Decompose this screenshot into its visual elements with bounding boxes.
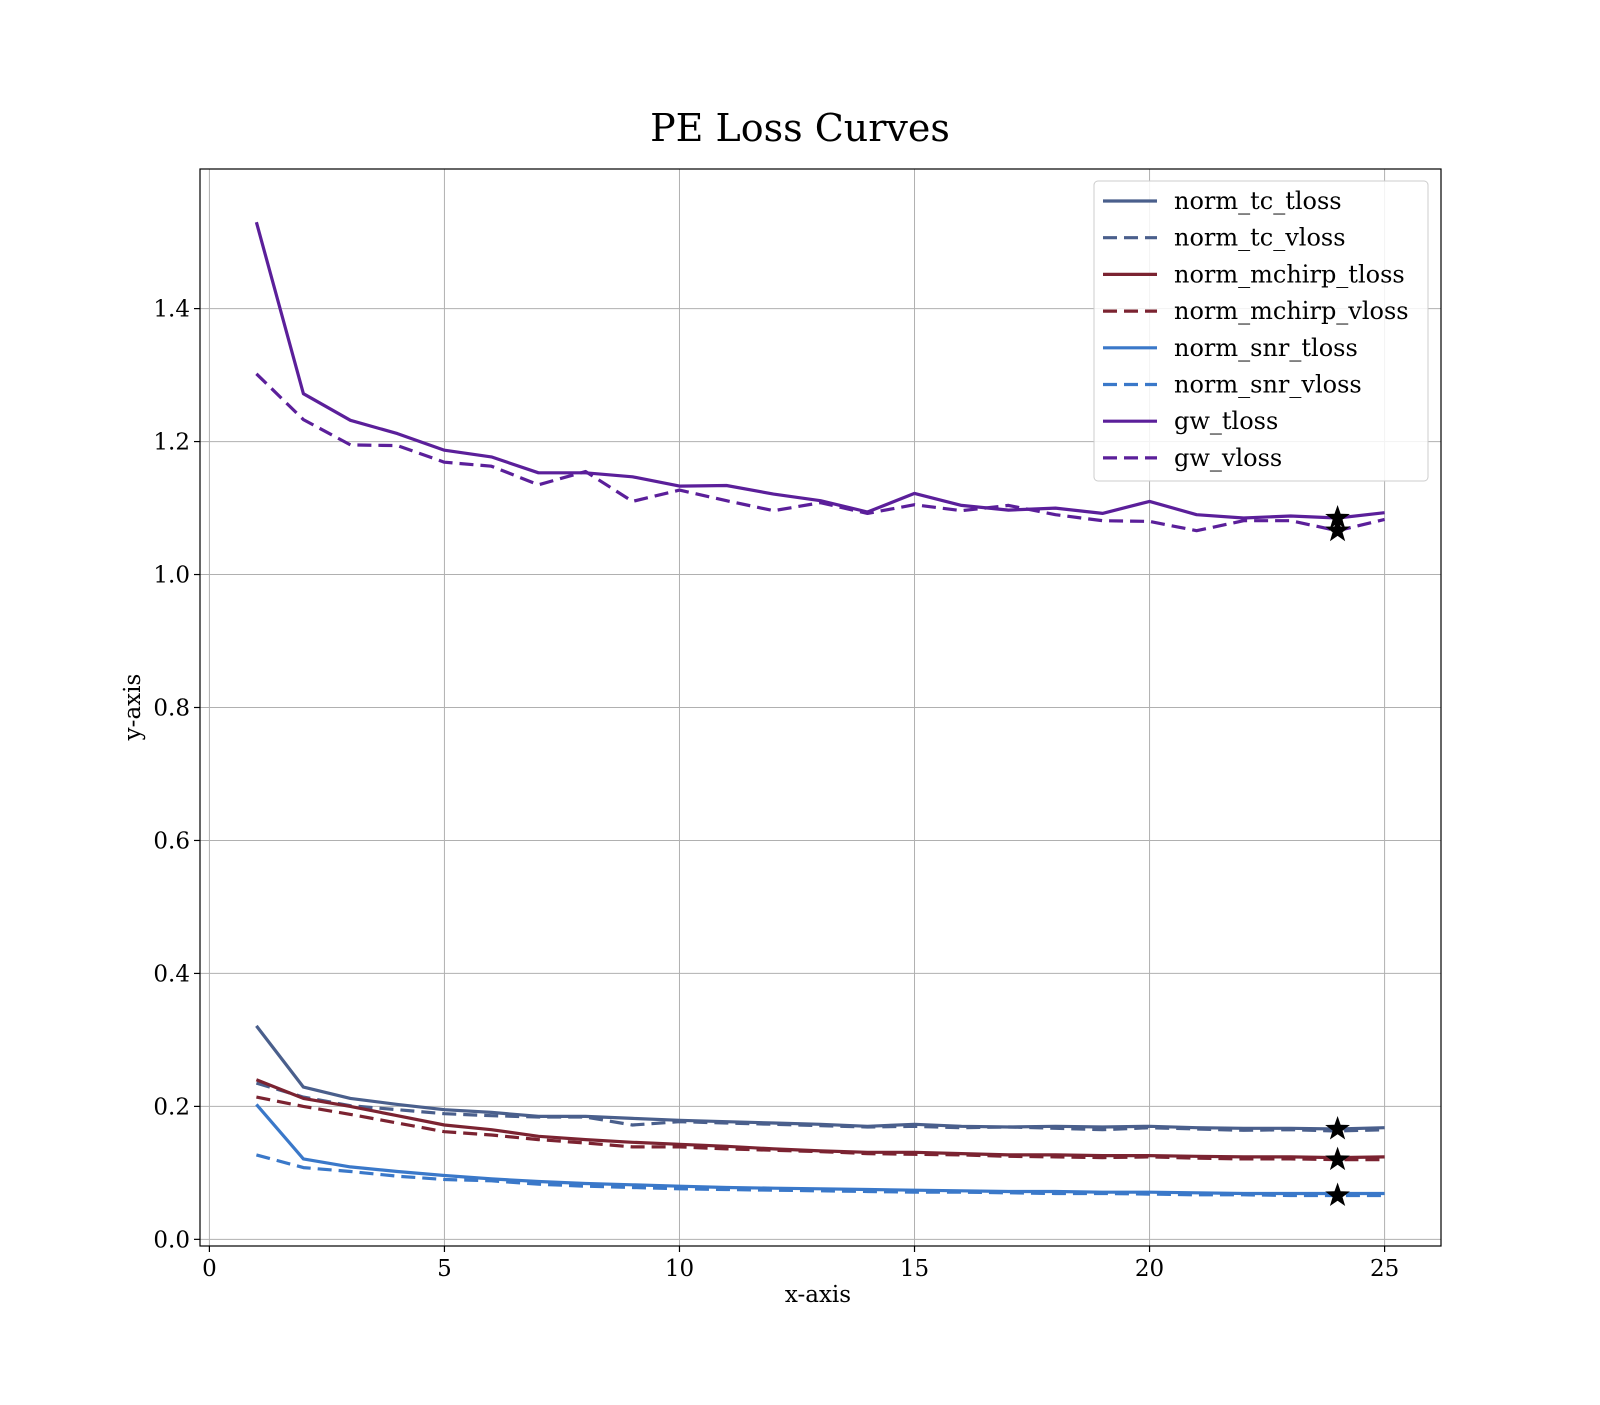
y-tick-label: 0.8 xyxy=(153,696,190,722)
legend-label-norm_snr_vloss: norm_snr_vloss xyxy=(1174,371,1362,399)
legend-label-norm_snr_tloss: norm_snr_tloss xyxy=(1174,334,1358,362)
series-line-gw_vloss xyxy=(255,372,1385,533)
legend-label-norm_mchirp_vloss: norm_mchirp_vloss xyxy=(1174,297,1409,325)
star-marker xyxy=(1325,1182,1350,1206)
y-tick-label: 0.2 xyxy=(153,1094,190,1120)
y-tick-label: 0.6 xyxy=(153,828,190,854)
x-tick-label: 10 xyxy=(665,1256,694,1282)
series-lines xyxy=(254,221,1385,1198)
y-tick-label: 1.4 xyxy=(153,297,190,323)
axes: 0 5 10 15 20 25 0.0 0.2 0.4 0.6 0.8 1.0 1.2 1.4 xyxy=(153,168,1442,1282)
legend-label-norm_tc_vloss: norm_tc_vloss xyxy=(1174,224,1346,252)
star-marker xyxy=(1325,1146,1350,1171)
legend-label-norm_tc_tloss: norm_tc_tloss xyxy=(1174,187,1342,215)
series-line-norm_tc_vloss xyxy=(255,1081,1385,1133)
x-tick-label: 20 xyxy=(1135,1256,1164,1282)
x-tick-label: 0 xyxy=(202,1256,217,1282)
legend-label-gw_vloss: gw_vloss xyxy=(1174,444,1282,472)
x-axis-label: x-axis xyxy=(785,1282,851,1308)
legend-label-norm_mchirp_tloss: norm_mchirp_tloss xyxy=(1174,260,1405,288)
star-markers xyxy=(1325,505,1350,1206)
legend-box xyxy=(1093,180,1429,482)
star-marker xyxy=(1325,505,1350,529)
series-line-gw_tloss xyxy=(254,221,1385,520)
series-line-norm_snr_vloss xyxy=(255,1153,1385,1198)
legend-label-gw_tloss: gw_tloss xyxy=(1174,407,1278,435)
series-line-norm_snr_tloss xyxy=(255,1103,1385,1196)
chart-title: PE Loss Curves xyxy=(650,106,950,150)
x-tick-label: 5 xyxy=(437,1256,452,1282)
y-tick-label: 0.4 xyxy=(153,961,190,987)
y-tick-label: 0.0 xyxy=(153,1227,190,1253)
y-tick-label: 1.2 xyxy=(153,430,190,456)
series-line-norm_mchirp_vloss xyxy=(256,1095,1385,1162)
star-marker xyxy=(1325,1116,1350,1140)
y-axis-label: y-axis xyxy=(120,674,146,742)
legend: norm_tc_tloss norm_tc_vloss norm_mchirp_tl… xyxy=(1093,180,1429,482)
x-tick-label: 15 xyxy=(900,1256,929,1282)
y-tick-label: 1.0 xyxy=(153,563,190,589)
star-marker xyxy=(1325,517,1350,542)
x-tick-label: 25 xyxy=(1370,1256,1399,1282)
